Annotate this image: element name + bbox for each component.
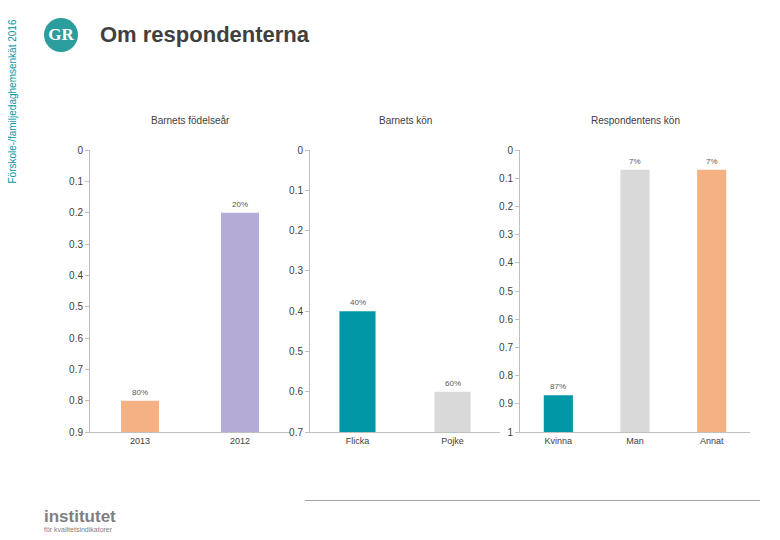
svg-text:0: 0 <box>77 145 83 156</box>
svg-text:20%: 20% <box>232 200 248 209</box>
svg-text:0.1: 0.1 <box>289 185 303 196</box>
svg-text:0.3: 0.3 <box>499 229 513 240</box>
svg-text:40%: 40% <box>350 298 366 307</box>
svg-text:1: 1 <box>507 427 513 438</box>
svg-text:0.3: 0.3 <box>289 265 303 276</box>
svg-text:0: 0 <box>507 145 513 156</box>
svg-text:0.3: 0.3 <box>69 239 83 250</box>
svg-text:0.7: 0.7 <box>289 427 303 438</box>
svg-text:0.1: 0.1 <box>499 173 513 184</box>
svg-text:Man: Man <box>626 436 644 446</box>
svg-text:0.9: 0.9 <box>499 398 513 409</box>
svg-text:0.6: 0.6 <box>499 314 513 325</box>
html-text:Om respondenterna: Om respondenterna <box>100 22 309 47</box>
svg-text:0.9: 0.9 <box>69 427 83 438</box>
svg-text:7%: 7% <box>629 157 641 166</box>
svg-text:Barnets födelseår: Barnets födelseår <box>151 115 230 126</box>
svg-text:0.5: 0.5 <box>499 286 513 297</box>
svg-text:2013: 2013 <box>130 436 150 446</box>
svg-text:0.6: 0.6 <box>289 386 303 397</box>
svg-text:Pojke: Pojke <box>441 436 464 446</box>
html-text:för kvalitetsindikatorer: för kvalitetsindikatorer <box>44 526 113 533</box>
svg-text:0.1: 0.1 <box>69 176 83 187</box>
svg-text:Barnets kön: Barnets kön <box>379 115 432 126</box>
svg-text:60%: 60% <box>445 379 461 388</box>
html-text:Förskole-/familjedaghemsenkät: Förskole-/familjedaghemsenkät 2016 <box>6 19 18 184</box>
svg-text:Kvinna: Kvinna <box>545 436 573 446</box>
svg-text:Annat: Annat <box>700 436 724 446</box>
html-text:institutet: institutet <box>44 507 116 526</box>
svg-text:0.8: 0.8 <box>69 395 83 406</box>
svg-text:0.5: 0.5 <box>289 346 303 357</box>
svg-text:0.7: 0.7 <box>499 342 513 353</box>
svg-text:0.5: 0.5 <box>69 301 83 312</box>
svg-text:0.4: 0.4 <box>499 257 513 268</box>
svg-text:0.6: 0.6 <box>69 333 83 344</box>
svg-text:Flicka: Flicka <box>346 436 370 446</box>
svg-text:80%: 80% <box>132 388 148 397</box>
svg-text:7%: 7% <box>706 157 718 166</box>
svg-text:2012: 2012 <box>230 436 250 446</box>
svg-text:0.4: 0.4 <box>289 306 303 317</box>
svg-text:0.2: 0.2 <box>69 207 83 218</box>
svg-text:0.2: 0.2 <box>289 225 303 236</box>
svg-text:0.7: 0.7 <box>69 364 83 375</box>
svg-text:Respondentens kön: Respondentens kön <box>591 115 680 126</box>
svg-text:0: 0 <box>297 145 303 156</box>
html-text:GR: GR <box>48 25 74 44</box>
svg-text:87%: 87% <box>550 382 566 391</box>
svg-text:0.4: 0.4 <box>69 270 83 281</box>
svg-text:0.2: 0.2 <box>499 201 513 212</box>
svg-text:0.8: 0.8 <box>499 370 513 381</box>
